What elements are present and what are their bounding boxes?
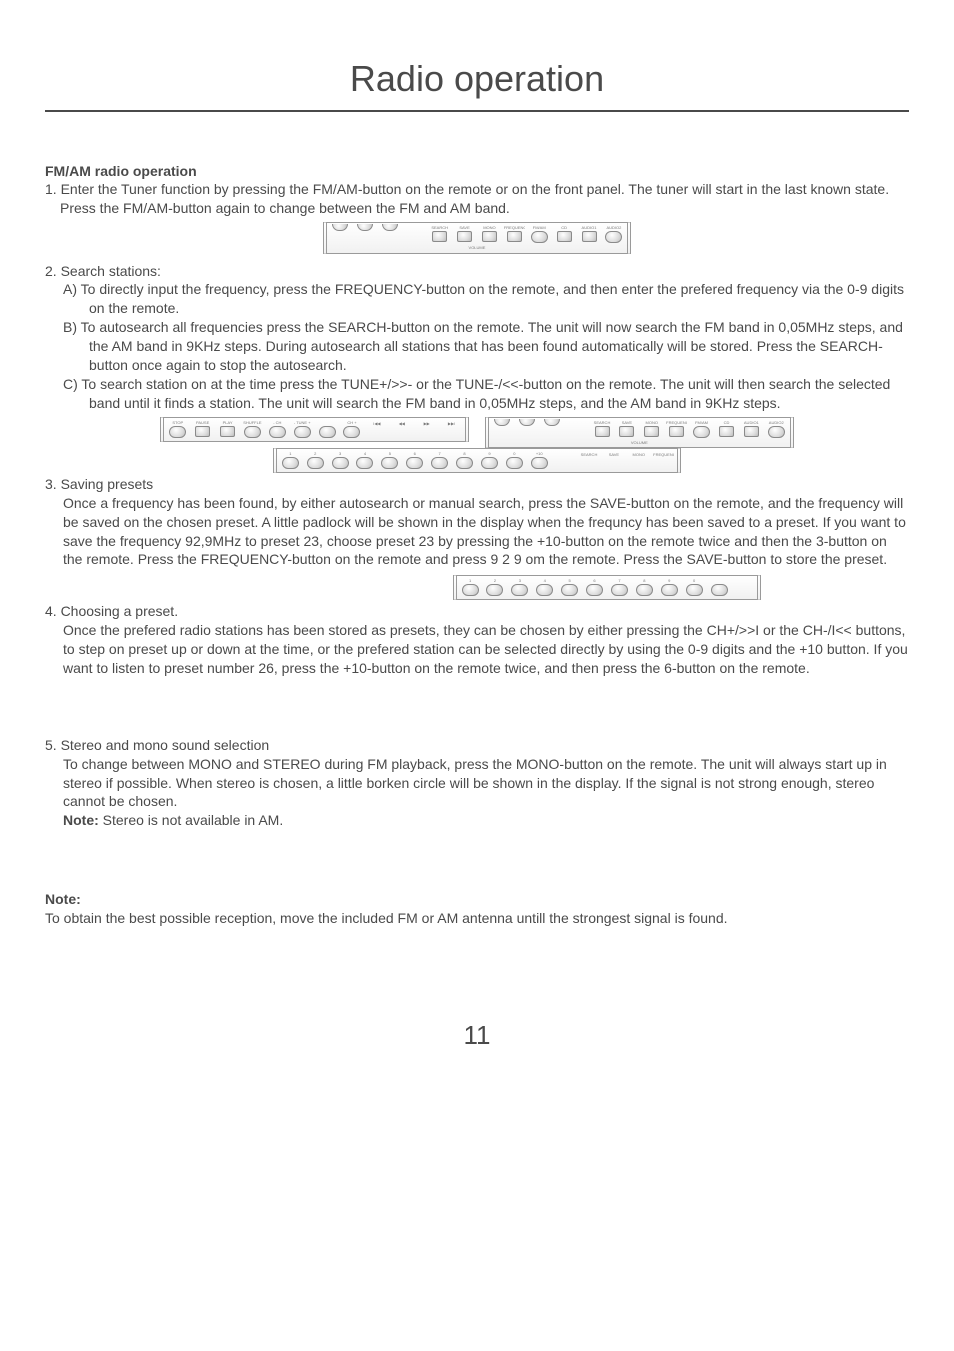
- step-2: 2. Search stations:: [45, 262, 909, 281]
- remote-illustration-search: STOP PAUSE PLAY SHUFFLE - CH - TUNE + CH…: [45, 417, 909, 473]
- step-3-head: 3. Saving presets: [45, 475, 909, 494]
- step-1: 1. Enter the Tuner function by pressing …: [45, 180, 909, 218]
- step-3: Once a frequency has been found, by eith…: [45, 494, 909, 570]
- step-5: To change between MONO and STEREO during…: [45, 755, 909, 812]
- remote-illustration-source: SEARCH SAVE MONO FREQUENCY FM/AM CD AUDI…: [45, 222, 909, 253]
- note-body: To obtain the best possible reception, m…: [45, 909, 909, 928]
- step-2a: A) To directly input the frequency, pres…: [45, 280, 909, 318]
- step-2c: C) To search station on at the time pres…: [45, 375, 909, 413]
- page-title: Radio operation: [45, 55, 909, 112]
- step-4-head: 4. Choosing a preset.: [45, 602, 909, 621]
- step-5-note: Note: Stereo is not available in AM.: [45, 811, 909, 830]
- page-number: 11: [45, 1018, 909, 1053]
- step-2b: B) To autosearch all frequencies press t…: [45, 318, 909, 375]
- remote-illustration-numpad: 1 2 3 4 5 6 7 8 9 0: [45, 575, 909, 600]
- note-heading: Note:: [45, 890, 909, 909]
- step-4: Once the prefered radio stations has bee…: [45, 621, 909, 678]
- step-5-head: 5. Stereo and mono sound selection: [45, 736, 909, 755]
- heading-fmam: FM/AM radio operation: [45, 162, 909, 181]
